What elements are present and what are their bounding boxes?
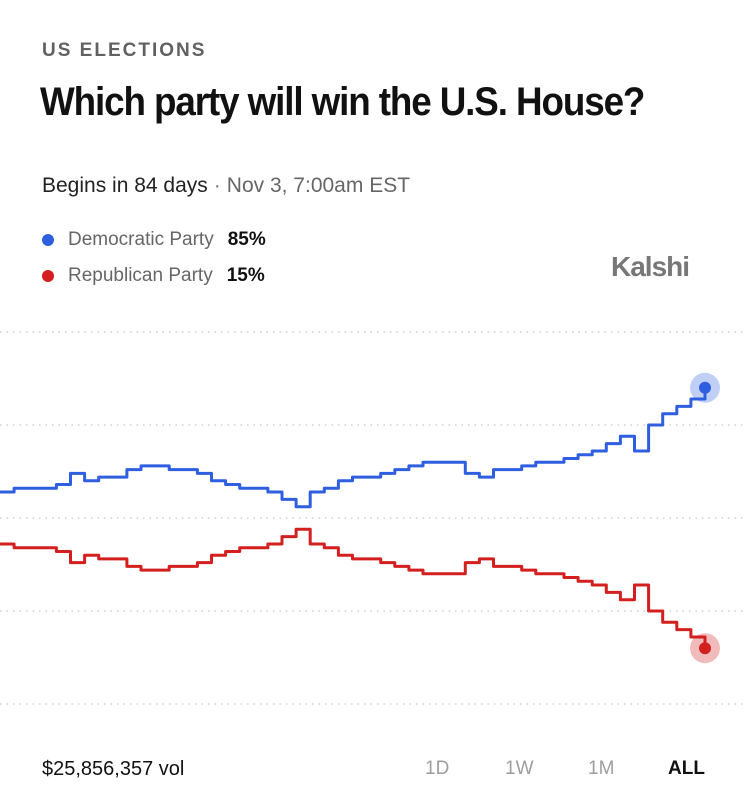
chart-grid	[0, 331, 747, 705]
republican-dot-icon	[42, 270, 54, 282]
democratic-endpoint-point[interactable]	[699, 381, 711, 394]
chart-series	[0, 372, 720, 664]
range-1w-button[interactable]: 1W	[505, 758, 534, 779]
range-all-button[interactable]: ALL	[668, 758, 705, 779]
market-begins: Begins in 84 days · Nov 3, 7:00am EST	[42, 174, 410, 198]
price-chart[interactable]	[0, 320, 747, 720]
legend-name: Republican Party	[68, 265, 213, 286]
volume-label: $25,856,357 vol	[42, 758, 185, 780]
legend-name: Democratic Party	[68, 229, 214, 250]
chart-footer: $25,856,357 vol 1D 1W 1M ALL	[0, 752, 747, 788]
republican-endpoint-point[interactable]	[699, 642, 711, 655]
legend-item-republican[interactable]: Republican Party 15%	[42, 258, 266, 294]
market-title: Which party will win the U.S. House?	[40, 80, 645, 124]
begins-separator: ·	[213, 174, 221, 197]
legend-percent: 85%	[227, 229, 266, 250]
category-label: US ELECTIONS	[42, 40, 207, 61]
legend-item-democratic[interactable]: Democratic Party 85%	[42, 222, 266, 258]
kalshi-logo: Kalshi	[611, 251, 690, 282]
range-1d-button[interactable]: 1D	[425, 758, 450, 779]
republican-series-line	[0, 527, 707, 649]
democratic-dot-icon	[42, 234, 54, 246]
begins-countdown: Begins in 84 days	[42, 174, 208, 197]
democratic-series-line	[0, 387, 707, 509]
begins-date: Nov 3, 7:00am EST	[226, 174, 411, 197]
legend-percent: 15%	[226, 265, 265, 286]
range-1m-button[interactable]: 1M	[588, 758, 615, 779]
chart-legend: Democratic Party 85% Republican Party 15…	[42, 222, 266, 294]
